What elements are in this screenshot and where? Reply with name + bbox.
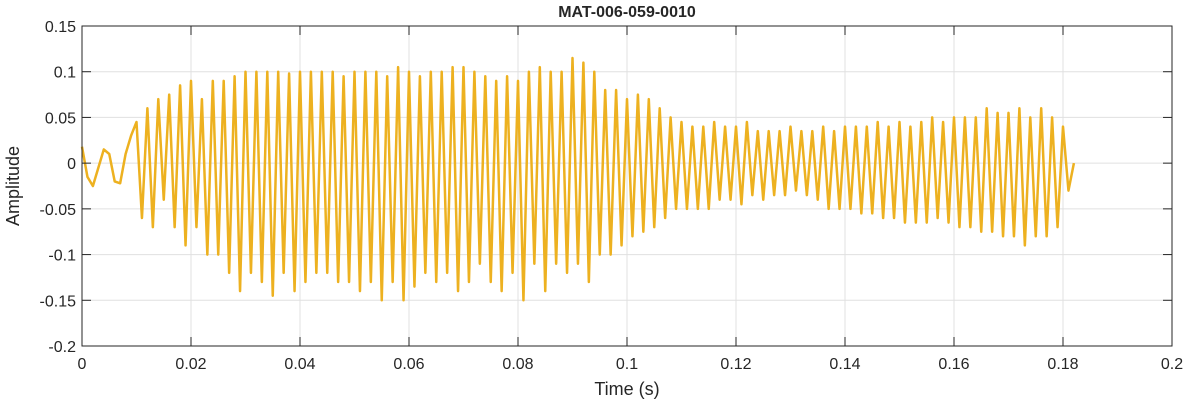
- signal-waveform-line: [80, 56, 1076, 302]
- tick-label-layer: 0 0.02 0.04 0.06 0.08 0.1 0.12 0.14 0.16 0.18 0.2 -…: [40, 19, 1184, 373]
- y-tick-label: 0.05: [45, 110, 76, 127]
- x-tick-label: 0.06: [393, 356, 424, 373]
- y-tick-label: -0.2: [48, 339, 76, 356]
- y-tick-label: -0.1: [48, 248, 76, 265]
- x-tick-label: 0.2: [1161, 356, 1183, 373]
- y-axis-label: Amplitude: [3, 146, 23, 226]
- x-tick-label: 0.18: [1047, 356, 1078, 373]
- x-tick-label: 0.12: [720, 356, 751, 373]
- x-axis-label: Time (s): [594, 379, 659, 399]
- y-tick-label: -0.05: [40, 202, 77, 219]
- y-tick-label: -0.15: [40, 293, 77, 310]
- y-tick-label: 0.15: [45, 19, 76, 36]
- x-tick-label: 0.14: [829, 356, 860, 373]
- tick-layer: [81, 25, 1173, 347]
- x-tick-label: 0.04: [284, 356, 315, 373]
- x-tick-label: 0.1: [616, 356, 638, 373]
- x-tick-label: 0.16: [938, 356, 969, 373]
- y-tick-label: 0.1: [54, 65, 76, 82]
- chart-title: MAT-006-059-0010: [558, 4, 696, 21]
- y-tick-label: 0: [67, 156, 76, 173]
- x-tick-label: 0: [78, 356, 87, 373]
- series-layer: [80, 56, 1076, 302]
- x-tick-label: 0.08: [502, 356, 533, 373]
- x-tick-label: 0.02: [175, 356, 206, 373]
